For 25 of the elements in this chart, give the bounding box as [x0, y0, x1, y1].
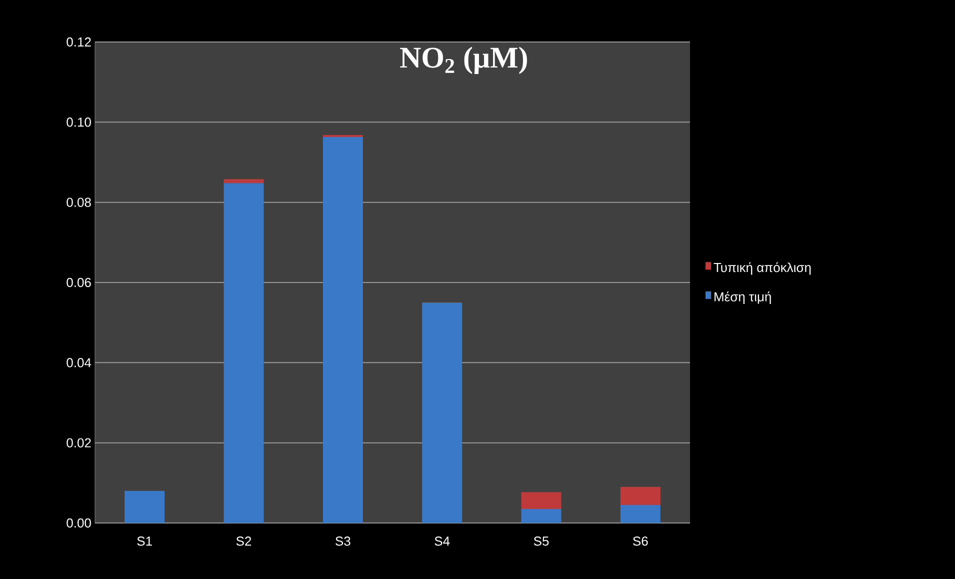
bar: [620, 504, 660, 523]
x-tick-label: S5: [534, 536, 549, 546]
y-tick-label: 0.12: [66, 37, 91, 47]
x-tick-label: S3: [336, 536, 350, 546]
y-tick-label: 0.02: [66, 438, 91, 448]
x-tick-label: S1: [137, 536, 152, 546]
y-tick-label: 0.06: [66, 278, 91, 288]
y-tick-label: 0.08: [66, 198, 91, 207]
y-tick-label: 0.00: [66, 518, 91, 528]
x-tick-label: S2: [236, 536, 252, 546]
bar: [322, 136, 363, 523]
bar: [124, 490, 165, 523]
legend-label: Τυπική απόκλιση: [714, 262, 811, 275]
y-tick-label: 0.10: [66, 118, 91, 127]
x-tick-label: S6: [633, 536, 648, 546]
bar: [224, 179, 264, 184]
chart-title: NO$_{2}$ (μM): [400, 46, 527, 74]
bar: [521, 492, 562, 509]
legend-label: Μέση τιμή: [714, 291, 771, 304]
bar: [521, 508, 562, 523]
bar: [422, 302, 462, 523]
bar: [620, 486, 660, 505]
bar: [224, 183, 264, 523]
y-tick-label: 0.04: [66, 358, 92, 368]
x-tick-label: S4: [434, 536, 450, 546]
